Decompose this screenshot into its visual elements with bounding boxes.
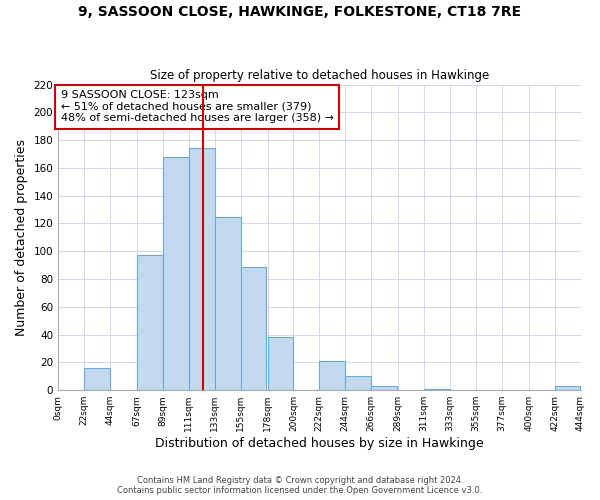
Bar (84, 368, 110, 390)
Title: Size of property relative to detached houses in Hawkinge: Size of property relative to detached ho… (150, 69, 489, 82)
Text: 9 SASSOON CLOSE: 123sqm
← 51% of detached houses are smaller (379)
48% of semi-d: 9 SASSOON CLOSE: 123sqm ← 51% of detache… (61, 90, 334, 124)
Bar (163, 157, 189, 390)
Bar (345, 376, 371, 390)
Bar (268, 338, 293, 390)
Bar (189, 148, 215, 390)
Bar (215, 216, 241, 390)
Bar (137, 256, 163, 390)
Bar (554, 386, 580, 390)
Bar (241, 266, 266, 390)
Bar (371, 386, 397, 390)
Y-axis label: Number of detached properties: Number of detached properties (15, 139, 28, 336)
X-axis label: Distribution of detached houses by size in Hawkinge: Distribution of detached houses by size … (155, 437, 484, 450)
Text: Contains HM Land Registry data © Crown copyright and database right 2024.
Contai: Contains HM Land Registry data © Crown c… (118, 476, 482, 495)
Bar (424, 389, 450, 390)
Bar (319, 361, 345, 390)
Text: 9, SASSOON CLOSE, HAWKINGE, FOLKESTONE, CT18 7RE: 9, SASSOON CLOSE, HAWKINGE, FOLKESTONE, … (79, 5, 521, 19)
